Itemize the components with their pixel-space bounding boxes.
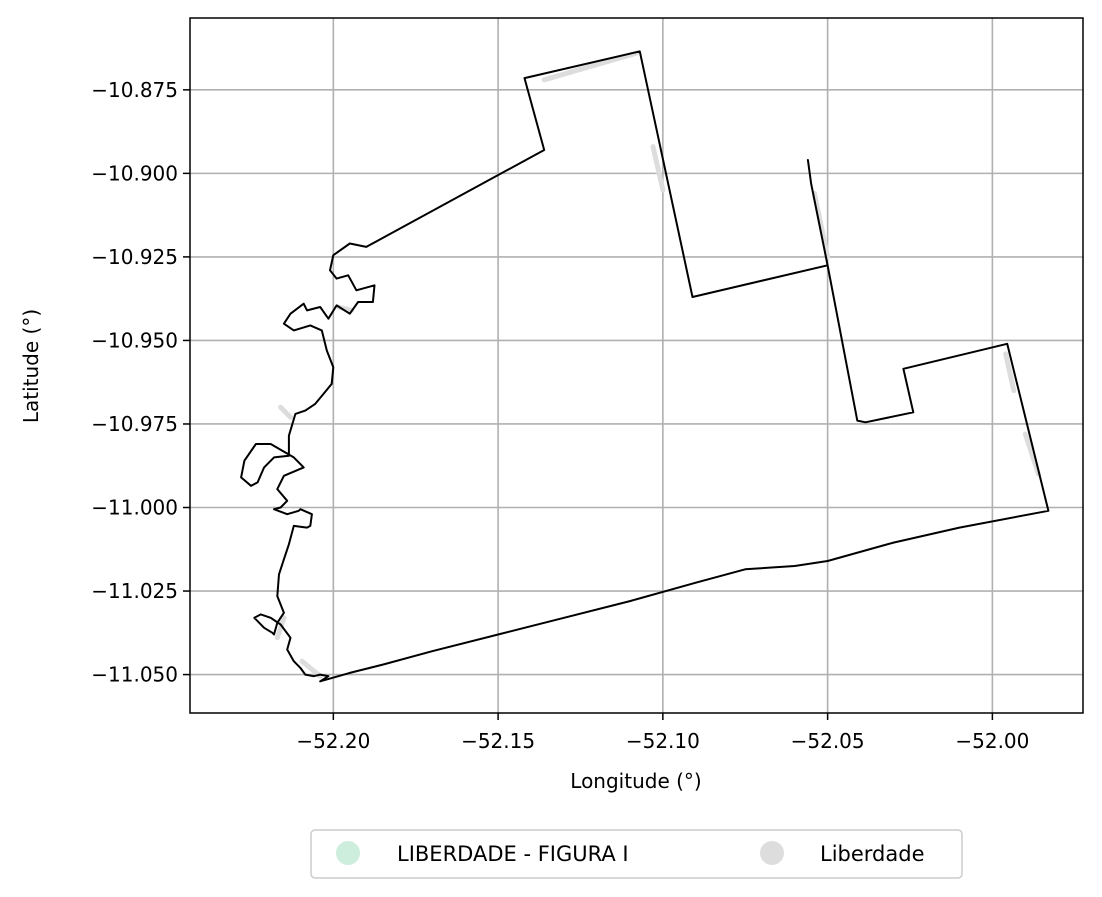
y-tick-label-7: −11.050 — [91, 663, 178, 687]
map-layer-1-path-2 — [811, 190, 831, 260]
x-tick-label-3: −52.05 — [791, 729, 865, 753]
legend-label-liberdade: Liberdade — [820, 842, 925, 866]
map-layers — [240, 50, 1050, 683]
legend: LIBERDADE - FIGURA I Liberdade — [310, 829, 963, 879]
map-layer-1-path-8 — [299, 658, 323, 679]
map-layer-1-path-7 — [274, 615, 287, 641]
y-tick-label-3: −10.950 — [91, 328, 178, 352]
legend-label-liberdade-figura-i: LIBERDADE - FIGURA I — [397, 842, 629, 866]
map-layer-0-path-0 — [240, 50, 1050, 683]
x-tick-label-2: −52.10 — [626, 729, 700, 753]
grid-lines — [190, 18, 1083, 713]
legend-box — [310, 829, 963, 879]
map-layer-1-path-3 — [1003, 351, 1017, 394]
y-tick-label-5: −11.000 — [91, 496, 178, 520]
legend-marker-liberdade — [760, 841, 784, 865]
map-layer-1-path-4 — [1022, 431, 1041, 477]
map-layer-1-path-1 — [650, 144, 666, 193]
y-tick-label-6: −11.025 — [91, 579, 178, 603]
map-layer-1-path-5 — [278, 404, 293, 420]
y-axis-ticks: −10.875 −10.900 −10.925 −10.950 −10.975 −11.0… — [91, 78, 190, 687]
x-axis-label: Longitude (°) — [570, 769, 701, 793]
x-tick-label-1: −52.15 — [461, 729, 535, 753]
y-tick-label-4: −10.975 — [91, 412, 178, 436]
y-tick-label-2: −10.925 — [91, 245, 178, 269]
legend-marker-liberdade-figura-i — [336, 841, 360, 865]
x-axis-ticks: −52.20 −52.15 −52.10 −52.05 −52.00 — [296, 713, 1029, 753]
y-tick-label-0: −10.875 — [91, 78, 178, 102]
map-layer-1-path-0 — [541, 50, 639, 83]
plot-frame — [189, 17, 1084, 714]
map-layer-0-path-1 — [806, 159, 829, 267]
y-tick-label-1: −10.900 — [91, 161, 178, 185]
x-tick-label-4: −52.00 — [955, 729, 1029, 753]
x-tick-label-0: −52.20 — [296, 729, 370, 753]
y-axis-label: Latitude (°) — [19, 309, 43, 423]
